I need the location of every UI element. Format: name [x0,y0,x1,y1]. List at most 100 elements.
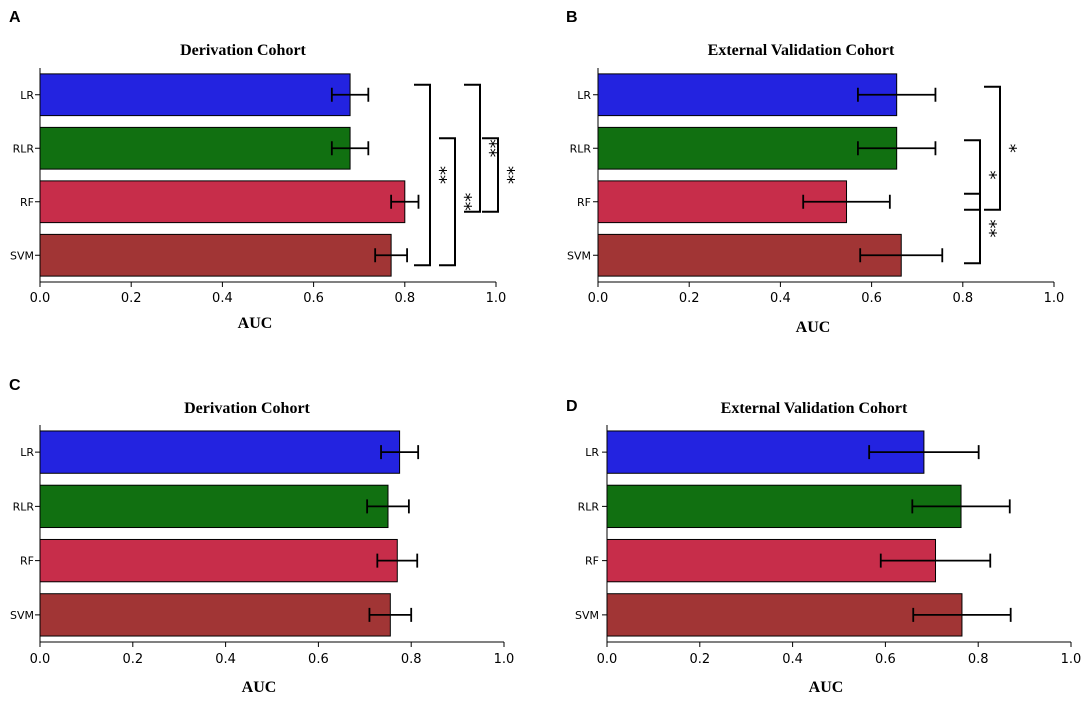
panel-letter: B [566,9,578,26]
panel-letter: A [9,9,21,26]
category-label-svm: SVM [567,249,591,262]
x-tick-label: 1.0 [494,652,515,667]
error-bar-lr [857,87,937,102]
x-tick-label: 0.6 [303,291,324,306]
x-tick-label: 0.6 [308,652,329,667]
chart-title: External Validation Cohort [721,400,908,417]
category-label-rf: RF [577,196,591,209]
significance-label: ** [497,166,518,184]
error-bar-rf [879,553,992,568]
bar-rlr [39,126,351,170]
significance-bracket [964,192,981,265]
error-bar-lr [330,87,370,102]
x-axis-label: AUC [242,679,277,696]
category-label-svm: SVM [575,609,599,622]
x-tick-label: 0.4 [770,291,791,306]
error-bar-lr [380,445,420,460]
significance-label: * [979,171,1000,180]
category-label-lr: LR [20,89,34,102]
x-tick-label: 1.0 [1044,291,1065,306]
category-label-lr: LR [20,446,34,459]
bar-svm [597,233,902,277]
x-tick-label: 0.4 [215,652,236,667]
category-label-rlr: RLR [570,142,592,155]
category-label-rf: RF [20,555,34,568]
panel-letter: D [566,398,578,415]
bar-lr [39,430,401,474]
x-tick-label: 1.0 [1061,652,1082,667]
error-bar-rf [376,553,419,568]
x-tick-label: 0.0 [588,291,609,306]
x-tick-label: 0.6 [861,291,882,306]
x-tick-label: 0.8 [968,652,989,667]
x-tick-label: 0.2 [122,652,143,667]
error-bar-rlr [366,499,410,514]
x-tick-label: 1.0 [486,291,507,306]
category-label-rlr: RLR [13,500,35,513]
x-tick-label: 0.0 [597,652,618,667]
x-axis-label: AUC [796,319,831,336]
bar-rf [39,180,406,224]
significance-bracket [439,137,456,267]
bar-lr [39,73,351,117]
category-label-lr: LR [585,446,599,459]
x-tick-label: 0.8 [952,291,973,306]
panel-b: B External Validation Cohort LR RLR RF SVM 0.0… [566,9,1064,336]
bar-svm [39,593,391,637]
x-tick-label: 0.8 [401,652,422,667]
category-label-svm: SVM [10,249,34,262]
x-tick-label: 0.2 [689,652,710,667]
significance-label: ** [979,220,1000,238]
panel-letter: C [9,377,21,394]
error-bar-rf [802,194,891,209]
error-bar-svm [374,248,408,263]
significance-bracket [964,139,981,211]
error-bar-rlr [911,499,1011,514]
panel-d: D External Validation Cohort LR RLR RF SVM 0.0… [566,398,1081,696]
significance-bracket [984,85,1001,211]
error-bar-rf [390,194,420,209]
category-label-lr: LR [577,89,591,102]
error-bar-lr [868,445,980,460]
x-tick-label: 0.6 [875,652,896,667]
error-bar-svm [368,607,413,622]
bar-rlr [39,484,389,529]
significance-bracket [414,83,431,267]
bar-svm [606,593,963,637]
error-bar-rlr [857,141,937,156]
x-tick-label: 0.4 [782,652,803,667]
significance-label: ** [454,193,475,211]
category-label-rlr: RLR [578,500,600,513]
error-bar-svm [859,248,944,263]
panel-a: A Derivation Cohort LR RLR RF SVM 0.0 0.2 0.4 0.6… [9,9,518,332]
error-bar-rlr [330,141,370,156]
bar-svm [39,233,392,277]
significance-label: ** [429,166,450,184]
significance-bracket [464,83,481,213]
category-label-rlr: RLR [13,142,35,155]
chart-title: Derivation Cohort [180,42,306,59]
bar-rf [39,538,398,583]
significance-label: ** [479,139,500,157]
error-bar-svm [912,607,1012,622]
x-axis-label: AUC [809,679,844,696]
x-tick-label: 0.2 [121,291,142,306]
x-axis-label: AUC [238,315,273,332]
x-tick-label: 0.0 [30,291,51,306]
significance-label: * [999,144,1020,153]
x-tick-label: 0.0 [30,652,51,667]
category-label-svm: SVM [10,609,34,622]
x-tick-label: 0.2 [679,291,700,306]
bar-rlr [606,484,962,529]
x-tick-label: 0.4 [212,291,233,306]
chart-title: External Validation Cohort [708,42,895,59]
category-label-rf: RF [585,555,599,568]
panel-c: C Derivation Cohort LR RLR RF SVM 0.0 0.2 0.4 0.6… [9,377,514,696]
chart-title: Derivation Cohort [184,400,310,417]
bar-rlr [597,126,898,170]
significance-bracket [482,137,499,213]
x-tick-label: 0.8 [394,291,415,306]
bar-lr [597,73,898,117]
category-label-rf: RF [20,196,34,209]
